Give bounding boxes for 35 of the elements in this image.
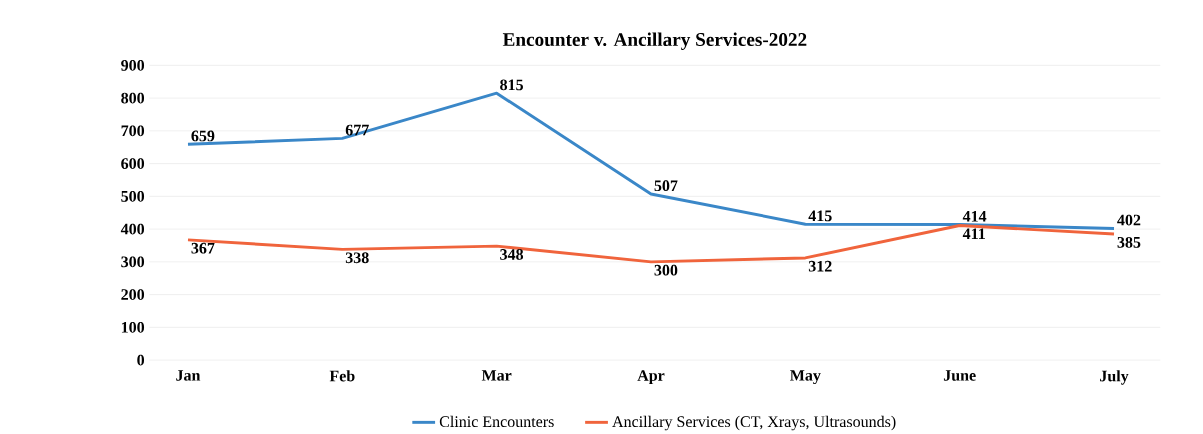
legend-label: Clinic Encounters — [439, 415, 554, 427]
x-tick-label: May — [790, 370, 821, 384]
data-label: 415 — [808, 210, 832, 222]
x-tick-label: June — [943, 370, 976, 381]
data-label: 402 — [1117, 214, 1141, 226]
data-label: 659 — [191, 130, 215, 142]
data-label: 338 — [345, 252, 369, 264]
data-label: 815 — [500, 79, 523, 91]
y-tick-label: 200 — [121, 289, 145, 300]
data-label: 312 — [808, 260, 832, 272]
y-tick-label: 300 — [121, 256, 145, 268]
data-label: 414 — [962, 210, 987, 222]
x-tick-label: July — [1100, 370, 1129, 385]
x-tick-label: Jan — [176, 370, 201, 381]
y-tick-label: 500 — [121, 190, 145, 202]
y-tick-label: 600 — [121, 158, 145, 169]
y-tick-label: 700 — [121, 125, 145, 137]
x-tick-label: Apr — [637, 370, 665, 384]
data-label: 300 — [654, 264, 678, 276]
y-tick-label: 400 — [120, 223, 145, 235]
x-tick-label: Feb — [329, 370, 355, 382]
line-series — [186, 91, 1116, 230]
y-tick-label: 0 — [137, 354, 145, 366]
chart-title: Encounter v. Ancillary Services-2022 — [502, 32, 807, 50]
y-tick-label: 100 — [121, 321, 145, 333]
data-label: 411 — [962, 228, 985, 239]
y-tick-label: 900 — [121, 59, 145, 71]
data-label: 348 — [500, 248, 524, 260]
legend-label: Ancillary Services (CT, Xrays, Ultrasounds) — [612, 415, 896, 431]
data-label: 507 — [654, 180, 678, 192]
data-label: 367 — [191, 242, 215, 254]
data-label: 385 — [1117, 236, 1141, 248]
y-tick-label: 800 — [121, 92, 145, 104]
x-tick-label: Mar — [481, 370, 512, 381]
data-label: 677 — [345, 124, 369, 136]
